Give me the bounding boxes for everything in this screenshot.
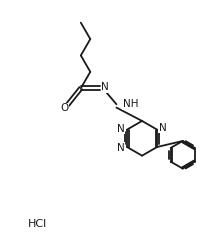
Text: N: N (101, 82, 109, 92)
Text: N: N (117, 143, 125, 153)
Text: O: O (60, 103, 68, 113)
Text: HCl: HCl (27, 219, 47, 229)
Text: NH: NH (123, 99, 138, 109)
Text: N: N (117, 124, 125, 134)
Text: N: N (159, 123, 166, 133)
